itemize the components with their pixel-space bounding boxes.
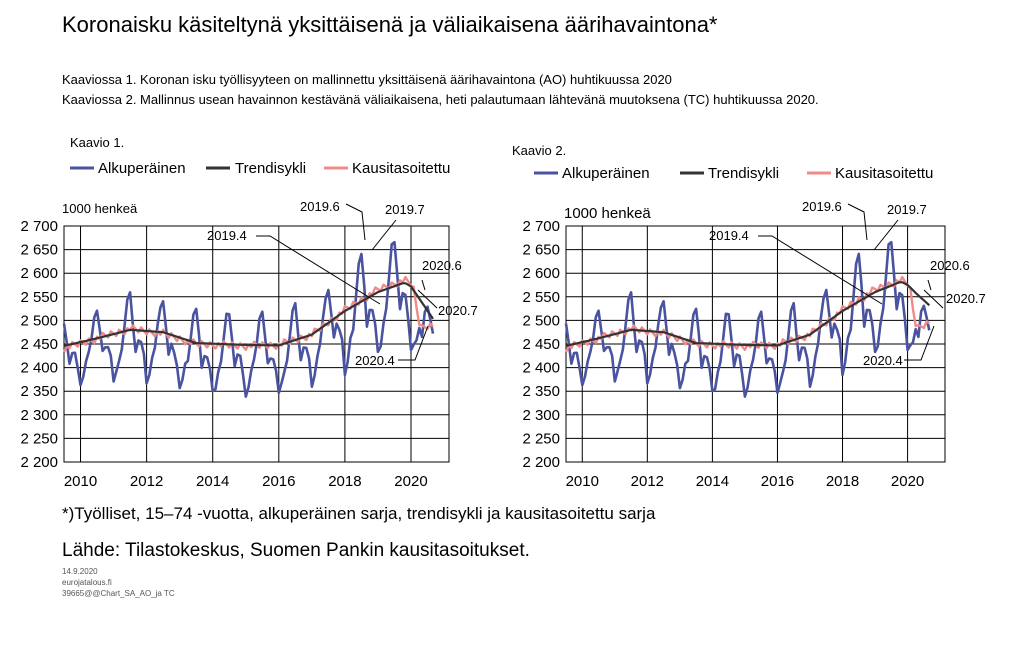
annotation-line-2-2 [873, 219, 899, 251]
footnote: *)Työlliset, 15–74 -vuotta, alkuperäinen… [62, 504, 656, 523]
y-tick-label-2-4: 2 500 [522, 312, 560, 329]
annotation-line-2-1 [847, 203, 868, 241]
y-tick-label-2-8: 2 300 [522, 407, 560, 424]
meta-chart-id: 39665@@Chart_SA_AO_ja TC [62, 589, 175, 598]
y-tick-label-1-1: 2 650 [20, 242, 58, 259]
legend-label-2-3: Kausitasoitettu [835, 165, 933, 182]
annotation-line-2-5 [923, 289, 944, 309]
legend-label-1-3: Kausitasoitettu [352, 160, 450, 177]
y-tick-label-1-0: 2 700 [20, 218, 58, 235]
series-trend-1 [63, 282, 434, 347]
y-tick-label-1-9: 2 250 [20, 430, 58, 447]
legend-label-2-1: Alkuperäinen [562, 165, 650, 182]
annotation-2-4: 2020.6 [930, 258, 970, 273]
y-tick-label-2-7: 2 350 [522, 383, 560, 400]
legend-label-1-2: Trendisykli [235, 160, 306, 177]
annotation-1-4: 2020.6 [422, 258, 462, 273]
x-tick-label-2-2: 2014 [696, 473, 729, 490]
annotation-line-2-3 [758, 235, 883, 305]
y-tick-label-2-3: 2 550 [522, 289, 560, 306]
annotation-2-3: 2019.4 [709, 228, 749, 243]
x-tick-label-1-0: 2010 [64, 473, 97, 490]
y-tick-label-1-2: 2 600 [20, 265, 58, 282]
x-tick-label-1-4: 2018 [328, 473, 361, 490]
annotation-2-6: 2020.4 [863, 353, 903, 368]
plot-frame-1 [63, 225, 450, 463]
annotation-line-1-4 [421, 279, 426, 291]
x-tick-label-2-1: 2012 [631, 473, 664, 490]
meta-date: 14.9.2020 [62, 567, 98, 576]
annotation-1-6: 2020.4 [355, 353, 395, 368]
y-tick-label-1-6: 2 400 [20, 360, 58, 377]
unit-label-1: 1000 henkeä [62, 201, 138, 216]
y-tick-label-2-6: 2 400 [522, 360, 560, 377]
y-tick-label-2-10: 2 200 [522, 454, 560, 471]
x-tick-label-2-3: 2016 [761, 473, 794, 490]
x-tick-label-2-0: 2010 [566, 473, 599, 490]
y-tick-label-2-1: 2 650 [522, 242, 560, 259]
annotation-line-1-3 [256, 235, 381, 305]
y-tick-label-2-5: 2 450 [522, 336, 560, 353]
y-tick-label-2-2: 2 600 [522, 265, 560, 282]
panel-label-2: Kaavio 2. [512, 143, 566, 158]
y-tick-label-1-8: 2 300 [20, 407, 58, 424]
y-tick-label-1-5: 2 450 [20, 336, 58, 353]
unit-label-2: 1000 henkeä [564, 205, 651, 222]
annotation-1-2: 2019.7 [385, 202, 425, 217]
source-line: Lähde: Tilastokeskus, Suomen Pankin kaus… [62, 540, 530, 561]
y-tick-label-1-7: 2 350 [20, 383, 58, 400]
x-tick-label-1-5: 2020 [394, 473, 427, 490]
legend-label-1-1: Alkuperäinen [98, 160, 186, 177]
annotation-line-2-4 [927, 279, 932, 291]
annotation-2-1: 2019.6 [802, 199, 842, 214]
annotation-1-3: 2019.4 [207, 228, 247, 243]
plot-frame-2 [565, 225, 946, 463]
series-original-1 [62, 240, 435, 398]
y-tick-label-2-0: 2 700 [522, 218, 560, 235]
y-tick-label-1-4: 2 500 [20, 312, 58, 329]
annotation-line-1-1 [345, 203, 366, 241]
meta-site: eurojatalous.fi [62, 578, 112, 587]
x-tick-label-1-1: 2012 [130, 473, 163, 490]
panel-label-1: Kaavio 1. [70, 135, 124, 150]
page-title: Koronaisku käsiteltynä yksittäisenä ja v… [62, 12, 718, 37]
x-tick-label-2-5: 2020 [891, 473, 924, 490]
series-original-2 [564, 240, 931, 398]
annotation-1-5: 2020.7 [438, 303, 478, 318]
annotation-1-1: 2019.6 [300, 199, 340, 214]
description-line-2: Kaaviossa 2. Mallinnus usean havainnon k… [62, 92, 819, 107]
legend-label-2-2: Trendisykli [708, 165, 779, 182]
annotation-2-5: 2020.7 [946, 291, 986, 306]
y-tick-label-1-10: 2 200 [20, 454, 58, 471]
annotation-line-1-6 [398, 325, 429, 361]
description-line-1: Kaaviossa 1. Koronan isku työllisyyteen … [62, 72, 672, 87]
annotation-line-1-5 [417, 289, 438, 309]
annotation-line-2-6 [904, 325, 935, 361]
annotation-line-1-2 [371, 219, 397, 251]
x-tick-label-2-4: 2018 [826, 473, 859, 490]
annotation-2-2: 2019.7 [887, 202, 927, 217]
x-tick-label-1-3: 2016 [262, 473, 295, 490]
y-tick-label-1-3: 2 550 [20, 289, 58, 306]
y-tick-label-2-9: 2 250 [522, 430, 560, 447]
x-tick-label-1-2: 2014 [196, 473, 229, 490]
